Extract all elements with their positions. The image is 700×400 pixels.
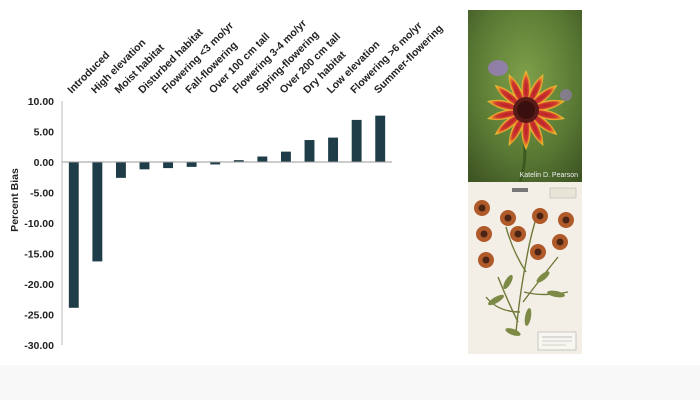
pressed-flower-center bbox=[534, 248, 542, 256]
pressed-flower-center bbox=[504, 214, 512, 222]
pressed-flower-center bbox=[556, 238, 564, 246]
bar bbox=[280, 151, 291, 162]
y-tick-label: -5.00 bbox=[30, 188, 54, 200]
y-tick-label: 5.00 bbox=[34, 127, 55, 139]
bar bbox=[92, 162, 103, 262]
bar bbox=[351, 119, 362, 162]
y-axis-label: Percent Bias bbox=[9, 168, 21, 232]
footer-band bbox=[0, 365, 700, 400]
bar bbox=[233, 160, 244, 162]
pressed-flower-center bbox=[562, 216, 570, 224]
pressed-flower-center bbox=[536, 212, 544, 220]
bars bbox=[68, 115, 386, 308]
bias-chart: Percent Bias 10.00 5.00 0.00 -5.00 -10.00 -15… bbox=[9, 17, 446, 352]
y-ticks: 10.00 5.00 0.00 -5.00 -10.00 -15.00 -20.00 -25.… bbox=[24, 96, 54, 352]
bar bbox=[210, 162, 221, 165]
y-tick-label: -25.00 bbox=[24, 310, 54, 322]
bar bbox=[163, 162, 174, 169]
bar bbox=[304, 140, 315, 162]
pressed-flower-center bbox=[480, 230, 488, 238]
flower-photo: Katelin D. Pearson bbox=[468, 10, 582, 182]
herbarium-specimen bbox=[468, 182, 582, 354]
bar bbox=[375, 115, 386, 162]
y-tick-label: -20.00 bbox=[24, 279, 54, 291]
y-tick-label: 0.00 bbox=[34, 157, 55, 169]
pressed-flower-center bbox=[514, 230, 522, 238]
y-tick-label: -30.00 bbox=[24, 340, 54, 352]
herbarium-illustration bbox=[468, 182, 582, 354]
bar bbox=[257, 156, 268, 162]
chart-svg: Percent Bias 10.00 5.00 0.00 -5.00 -10.00 -15… bbox=[9, 17, 446, 352]
pressed-flower-center bbox=[482, 256, 490, 264]
y-tick-label: 10.00 bbox=[28, 96, 54, 108]
y-tick-label: -10.00 bbox=[24, 218, 54, 230]
bar bbox=[186, 162, 197, 167]
flower-illustration: Katelin D. Pearson bbox=[468, 10, 582, 182]
pressed-flower-center bbox=[478, 204, 486, 212]
bar bbox=[139, 162, 150, 170]
bar bbox=[328, 137, 339, 162]
photo-credit: Katelin D. Pearson bbox=[520, 172, 578, 179]
y-tick-label: -15.00 bbox=[24, 249, 54, 261]
image-panel: Katelin D. Pearson bbox=[468, 10, 582, 354]
bar bbox=[68, 162, 79, 308]
bar bbox=[115, 162, 126, 178]
